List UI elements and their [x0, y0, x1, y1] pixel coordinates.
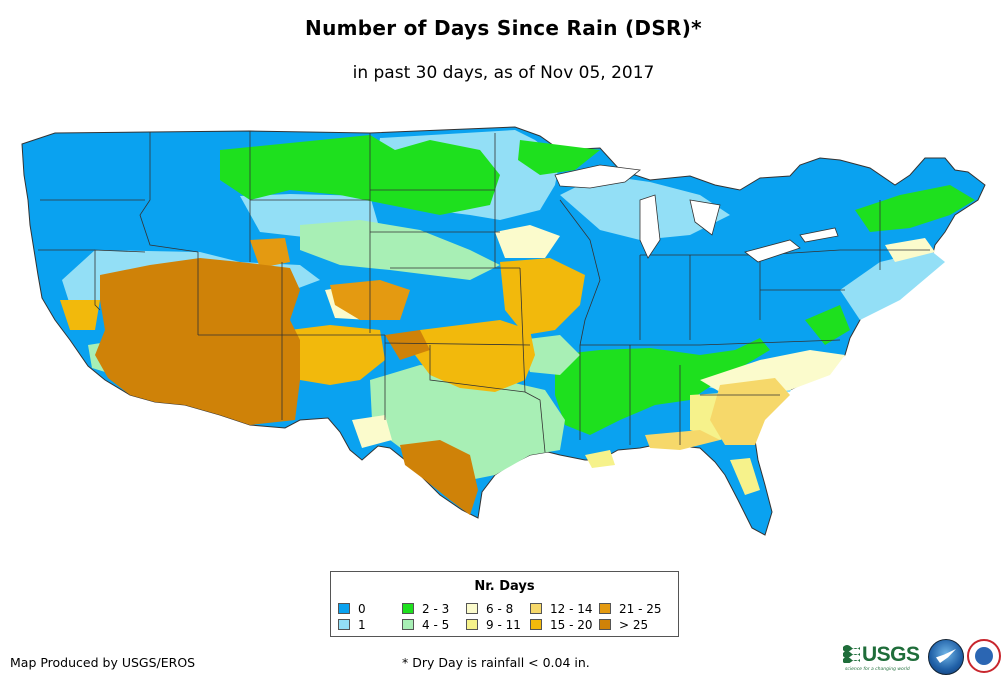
footnote-text: * Dry Day is rainfall < 0.04 in.	[402, 655, 590, 670]
legend-swatch	[338, 619, 350, 630]
legend-label: 6 - 8	[486, 602, 514, 616]
legend-swatch	[599, 619, 611, 630]
legend-swatch	[530, 619, 542, 630]
legend-label: > 25	[619, 618, 649, 632]
legend-label: 21 - 25	[619, 602, 662, 616]
legend: Nr. Days 0 1 2 - 3 4 - 5 6 - 8 9 - 11 12 - 14 1…	[330, 571, 679, 637]
legend-item: 21 - 25	[599, 603, 662, 616]
agency-logos: USGS science for a changing world	[843, 637, 1003, 677]
legend-swatch	[466, 603, 478, 614]
legend-label: 9 - 11	[486, 618, 521, 632]
legend-label: 2 - 3	[422, 602, 450, 616]
us-dsr-map	[21, 126, 986, 536]
legend-item: 12 - 14	[530, 603, 593, 616]
legend-label: 0	[358, 602, 366, 616]
legend-item: > 25	[599, 619, 648, 632]
legend-item: 9 - 11	[466, 619, 521, 632]
great-lakes	[554, 164, 839, 263]
legend-swatch	[402, 619, 414, 630]
legend-item: 0	[338, 603, 366, 616]
usgs-tagline: science for a changing world	[845, 667, 910, 672]
map-title: Number of Days Since Rain (DSR)*	[305, 16, 702, 40]
nws-logo	[967, 639, 1001, 673]
legend-item: 6 - 8	[466, 603, 513, 616]
legend-label: 1	[358, 618, 366, 632]
legend-item: 2 - 3	[402, 603, 449, 616]
legend-swatch	[599, 603, 611, 614]
legend-swatch	[466, 619, 478, 630]
zone-over-25-days	[95, 258, 478, 515]
legend-item: 15 - 20	[530, 619, 593, 632]
legend-swatch	[402, 603, 414, 614]
zone-15-20-days	[60, 258, 585, 392]
legend-item: 1	[338, 619, 366, 632]
zone-2-3-days	[220, 135, 975, 435]
legend-swatch	[338, 603, 350, 614]
legend-label: 4 - 5	[422, 618, 450, 632]
usgs-wordmark: USGS	[862, 643, 920, 666]
legend-label: 15 - 20	[550, 618, 593, 632]
usgs-wave-icon	[843, 645, 860, 663]
state-boundaries	[38, 131, 930, 453]
legend-label: 12 - 14	[550, 602, 593, 616]
noaa-logo	[928, 639, 964, 675]
legend-title: Nr. Days	[474, 579, 535, 594]
map-subtitle: in past 30 days, as of Nov 05, 2017	[352, 63, 655, 83]
usgs-logo: USGS	[843, 643, 920, 667]
legend-item: 4 - 5	[402, 619, 449, 632]
legend-swatch	[530, 603, 542, 614]
credit-text: Map Produced by USGS/EROS	[10, 655, 196, 670]
